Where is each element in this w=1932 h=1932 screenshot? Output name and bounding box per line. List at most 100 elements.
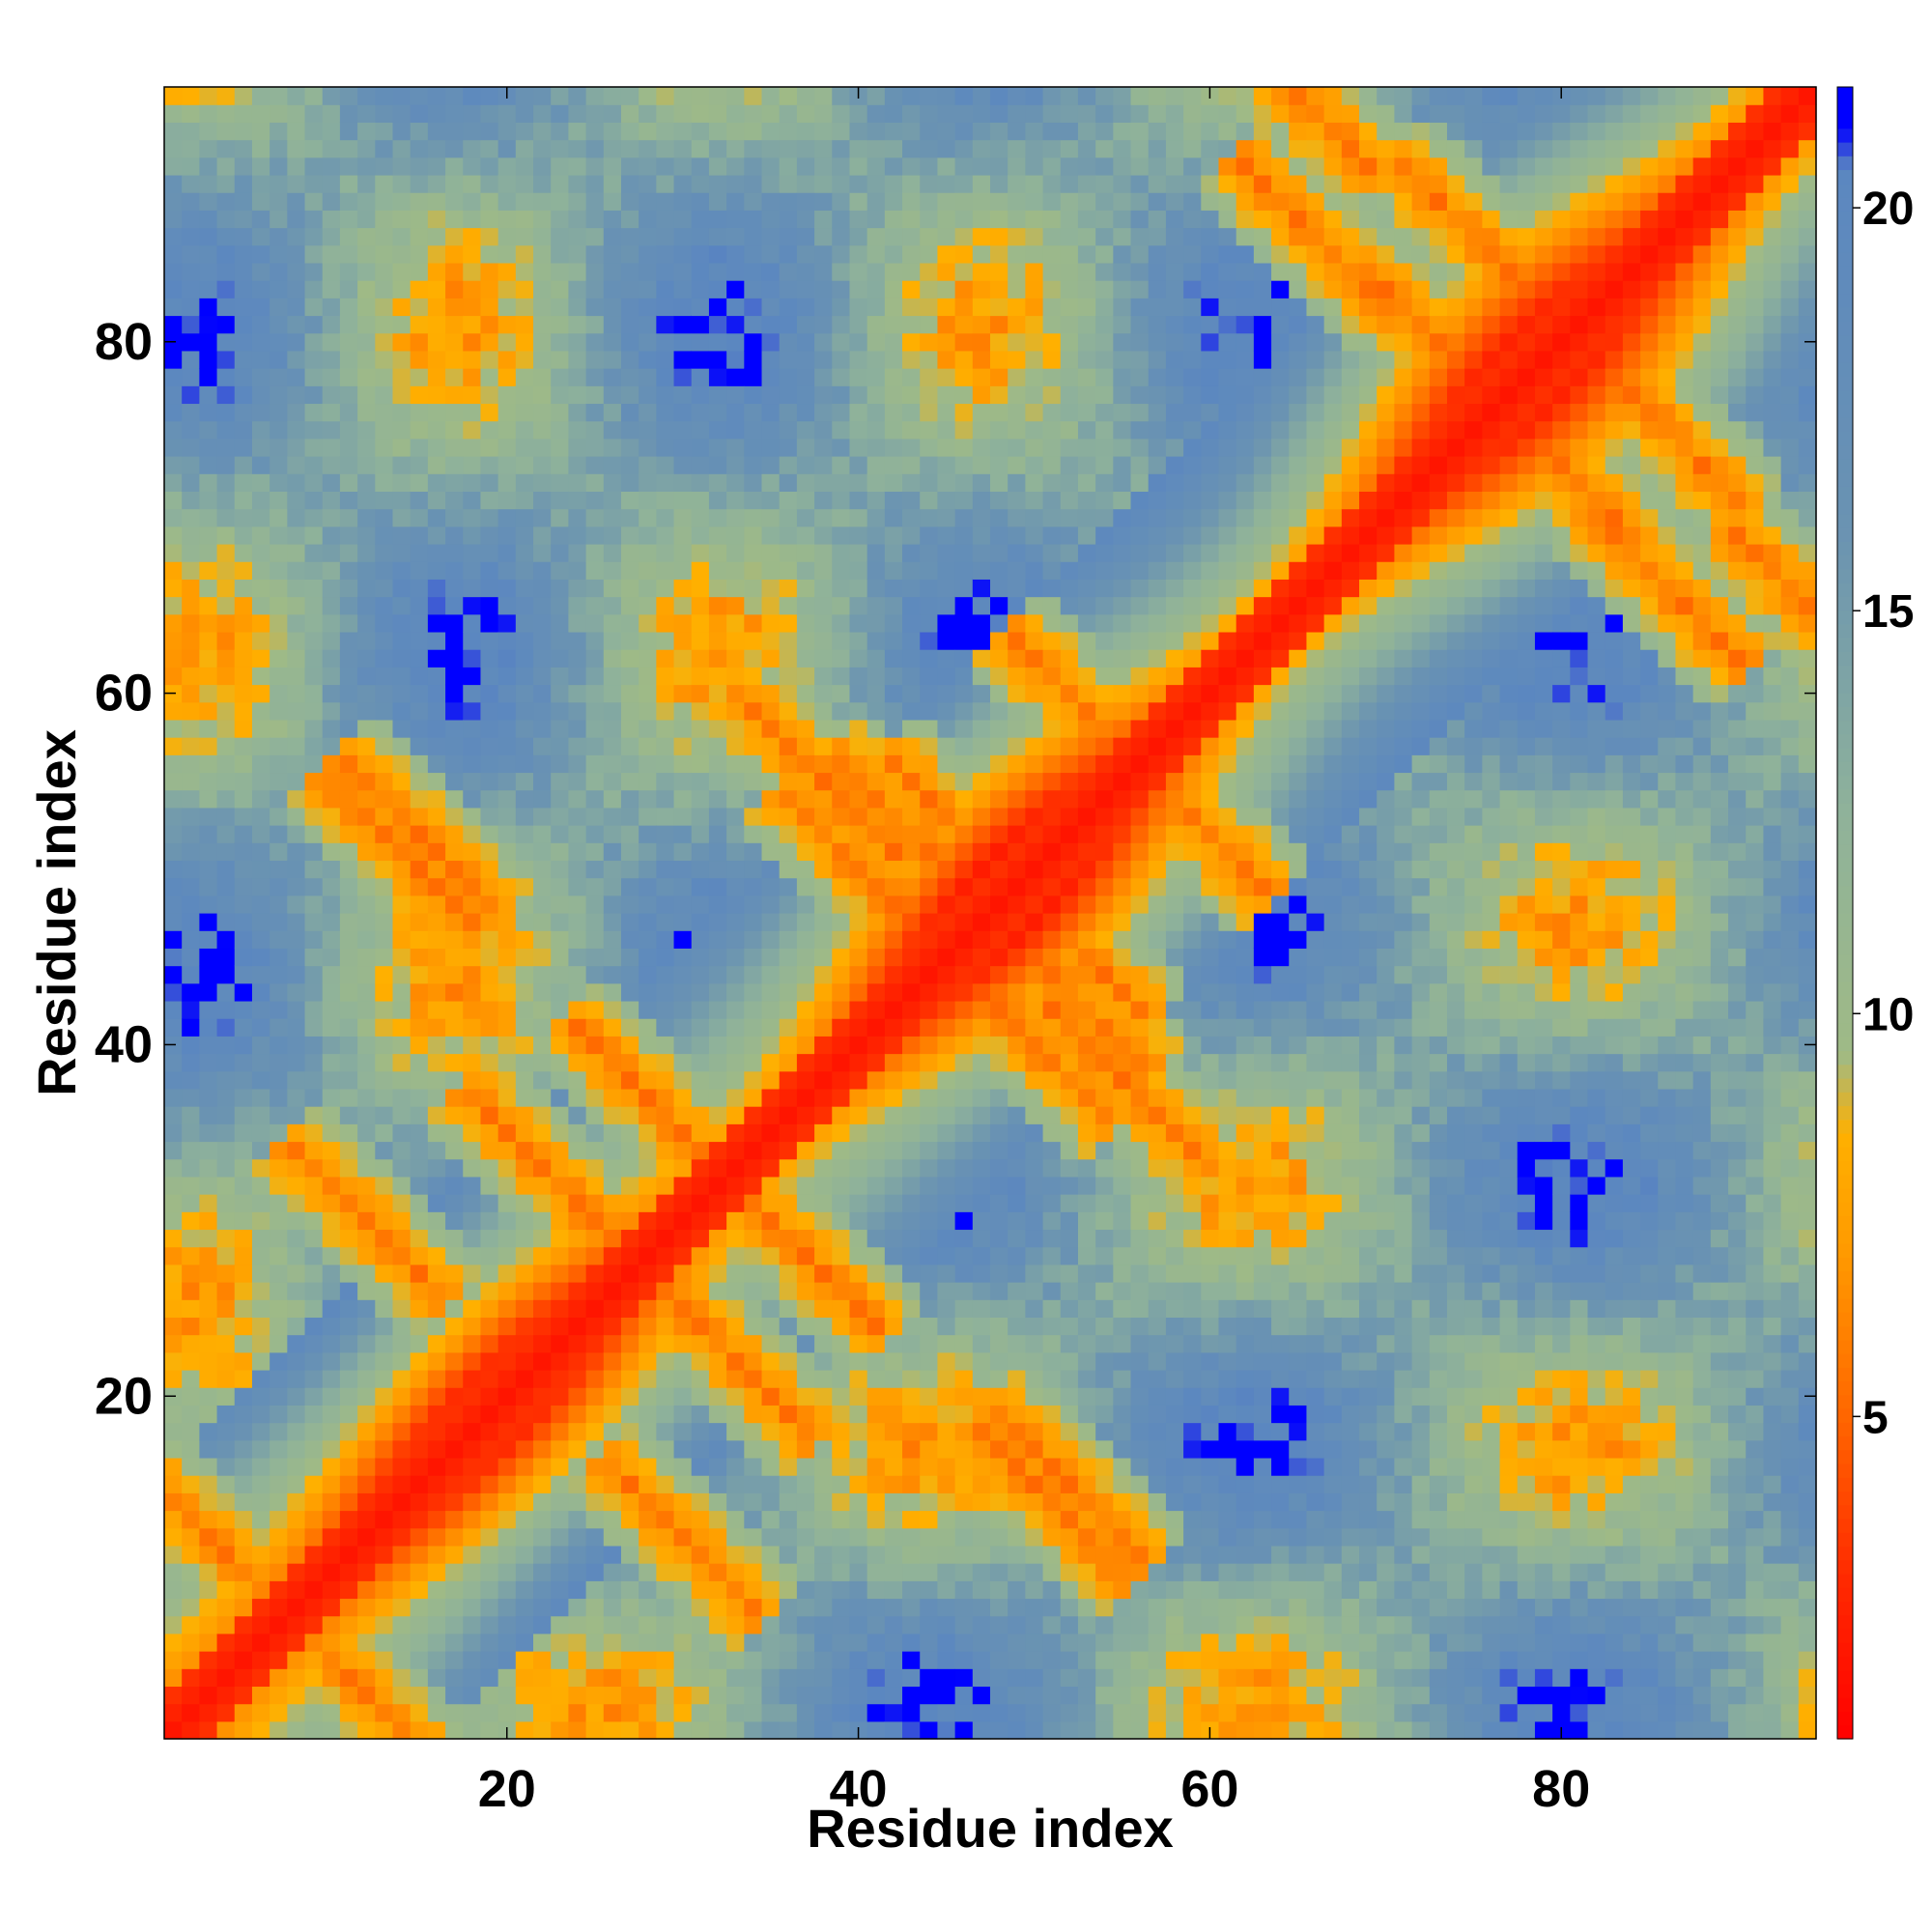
heatmap-cell <box>1025 1651 1044 1669</box>
heatmap-cell <box>954 1211 974 1231</box>
heatmap-cell <box>1060 1282 1079 1300</box>
heatmap-cell <box>339 772 358 791</box>
heatmap-cell <box>937 438 956 457</box>
heatmap-cell <box>691 104 710 123</box>
heatmap-cell <box>691 1686 710 1705</box>
heatmap-cell <box>304 895 324 914</box>
heatmap-cell <box>392 1668 412 1688</box>
heatmap-cell <box>972 719 991 738</box>
heatmap-cell <box>216 684 236 703</box>
heatmap-cell <box>603 1387 622 1406</box>
heatmap-cell <box>814 930 833 949</box>
heatmap-cell <box>726 1387 745 1406</box>
heatmap-cell <box>1025 1703 1044 1722</box>
heatmap-cell <box>1042 1053 1062 1072</box>
heatmap-cell <box>603 491 622 510</box>
heatmap-cell <box>620 350 639 369</box>
heatmap-cell <box>1060 1563 1079 1581</box>
heatmap-cell <box>814 1036 833 1055</box>
heatmap-cell <box>990 262 1009 281</box>
heatmap-cell <box>814 1545 833 1564</box>
heatmap-cell <box>445 649 464 668</box>
heatmap-cell <box>902 1668 921 1688</box>
heatmap-cell <box>480 1703 499 1722</box>
heatmap-cell <box>182 87 200 105</box>
heatmap-cell <box>497 473 517 492</box>
heatmap-cell <box>199 807 218 826</box>
heatmap-cell <box>620 508 639 527</box>
heatmap-cell <box>990 473 1009 492</box>
heatmap-cell <box>726 596 745 615</box>
heatmap-cell <box>1025 473 1044 492</box>
heatmap-cell <box>216 631 236 650</box>
heatmap-cell <box>515 789 534 809</box>
heatmap-cell <box>270 1194 288 1212</box>
heatmap-cell <box>164 1229 183 1248</box>
heatmap-cell <box>287 403 306 422</box>
heatmap-cell <box>339 895 358 914</box>
heatmap-cell <box>339 737 358 755</box>
heatmap-cell <box>972 807 991 826</box>
heatmap-cell <box>463 1264 482 1283</box>
heatmap-cell <box>392 1229 412 1248</box>
heatmap-cell <box>708 579 727 598</box>
heatmap-cell <box>796 1018 815 1037</box>
heatmap-cell <box>726 1405 745 1424</box>
heatmap-cell <box>990 1211 1009 1231</box>
heatmap-cell <box>551 737 569 755</box>
heatmap-cell <box>954 210 974 229</box>
heatmap-cell <box>884 596 903 615</box>
heatmap-cell <box>656 315 675 334</box>
heatmap-cell <box>761 649 781 668</box>
heatmap-cell <box>902 913 921 931</box>
heatmap-cell <box>199 596 218 615</box>
heatmap-cell <box>445 667 464 686</box>
heatmap-cell <box>199 1703 218 1722</box>
heatmap-cell <box>339 122 358 141</box>
heatmap-cell <box>357 737 376 755</box>
heatmap-cell <box>972 684 991 703</box>
heatmap-cell <box>322 491 341 510</box>
heatmap-cell <box>1025 842 1044 862</box>
heatmap-cell <box>972 1510 991 1529</box>
heatmap-cell <box>463 1422 482 1441</box>
heatmap-cell <box>691 1615 710 1634</box>
heatmap-cell <box>585 298 605 317</box>
heatmap-cell <box>744 262 763 281</box>
heatmap-cell <box>779 1405 798 1424</box>
heatmap-cell <box>867 456 886 474</box>
heatmap-cell <box>1060 1351 1079 1371</box>
heatmap-cell <box>849 789 868 809</box>
heatmap-cell <box>656 508 675 527</box>
heatmap-cell <box>744 930 763 949</box>
heatmap-cell <box>1077 1703 1096 1722</box>
heatmap-cell <box>779 895 798 914</box>
heatmap-cell <box>322 807 341 826</box>
heatmap-cell <box>375 930 394 949</box>
heatmap-cell <box>287 1123 306 1143</box>
heatmap-cell <box>796 174 815 193</box>
heatmap-cell <box>884 1018 903 1037</box>
heatmap-cell <box>497 192 517 211</box>
heatmap-cell <box>972 1141 991 1160</box>
heatmap-cell <box>392 1720 412 1740</box>
heatmap-cell <box>551 613 569 633</box>
heatmap-cell <box>480 982 499 1002</box>
heatmap-cell <box>656 1598 675 1617</box>
heatmap-cell <box>726 561 745 580</box>
heatmap-cell <box>954 192 974 211</box>
heatmap-cell <box>954 807 974 826</box>
heatmap-cell <box>480 1580 499 1600</box>
heatmap-cell <box>585 982 605 1002</box>
heatmap-cell <box>445 473 464 492</box>
heatmap-cell <box>1008 473 1026 492</box>
heatmap-cell <box>796 508 815 527</box>
heatmap-cell <box>1008 561 1026 580</box>
heatmap-cell <box>410 982 429 1002</box>
heatmap-cell <box>779 1018 798 1037</box>
heatmap-cell <box>234 772 253 791</box>
heatmap-cell <box>515 1405 534 1424</box>
heatmap-cell <box>445 1351 464 1371</box>
heatmap-cell <box>445 156 464 176</box>
heatmap-cell <box>832 825 851 843</box>
